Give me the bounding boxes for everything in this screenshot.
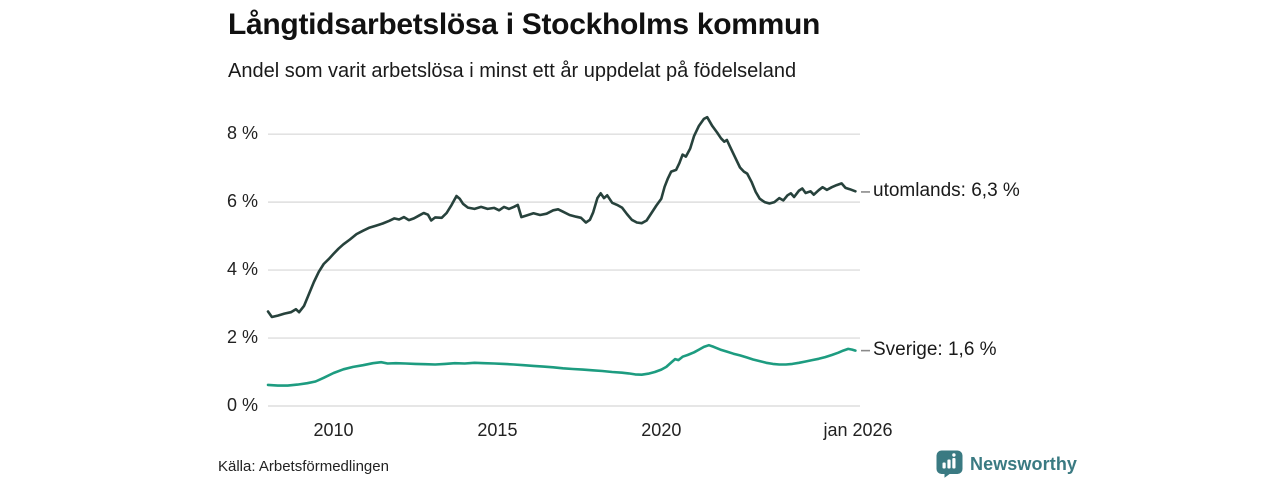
chart-subtitle: Andel som varit arbetslösa i minst ett å…: [228, 60, 797, 82]
chart-title: Långtidsarbetslösa i Stockholms kommun: [228, 8, 821, 41]
y-tick-label: 0 %: [226, 395, 258, 415]
y-tick-label: 8 %: [226, 123, 258, 144]
newsworthy-logo[interactable]: Newsworthy: [936, 450, 1077, 478]
x-tick-label: jan 2026: [823, 420, 893, 440]
y-tick-label: 2 %: [226, 327, 258, 348]
source-note: Källa: Arbetsförmedlingen: [218, 458, 389, 475]
brand-name: Newsworthy: [970, 453, 1078, 474]
x-tick-label: 2020: [641, 420, 682, 440]
x-tick-label: 2015: [477, 420, 518, 440]
y-tick-label: 6 %: [226, 191, 258, 212]
y-tick-label: 4 %: [226, 259, 258, 280]
line-utomlands: [266, 115, 857, 319]
line-Sverige: [266, 343, 857, 387]
series-end-label-utomlands: utomlands: 6,3 %: [873, 179, 1020, 201]
speech-bubble-bar-chart-icon: [936, 450, 963, 478]
series-end-label-Sverige: Sverige: 1,6 %: [873, 338, 997, 360]
x-tick-label: 2010: [313, 420, 354, 440]
